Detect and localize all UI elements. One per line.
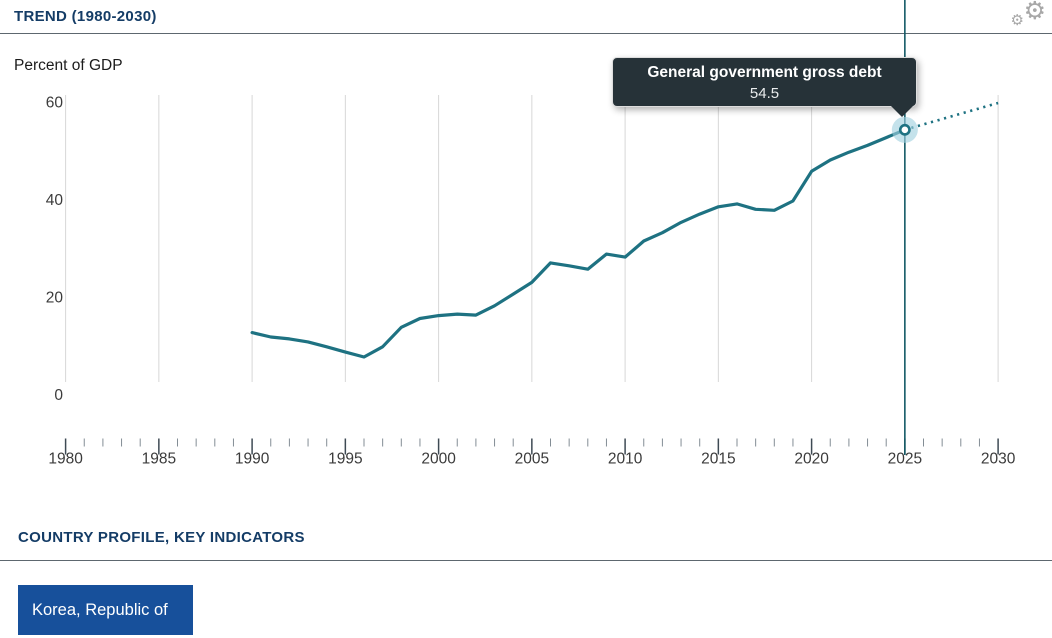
x-axis-label-1995: 1995 bbox=[328, 451, 362, 468]
country-profile-title: COUNTRY PROFILE, KEY INDICATORS bbox=[18, 529, 305, 546]
x-axis-label-2025: 2025 bbox=[888, 451, 922, 468]
country-button[interactable]: Korea, Republic of bbox=[18, 585, 193, 635]
settings-gear-icon[interactable]: ⚙ ⚙ bbox=[1006, 0, 1052, 36]
x-axis-label-2030: 2030 bbox=[981, 451, 1016, 468]
gear-icon-large: ⚙ bbox=[1023, 0, 1046, 25]
x-axis-label-2005: 2005 bbox=[515, 451, 549, 468]
header-divider bbox=[0, 33, 1052, 34]
x-axis-label-1980: 1980 bbox=[48, 451, 83, 468]
x-axis-label-2015: 2015 bbox=[701, 451, 735, 468]
data-point-marker[interactable] bbox=[898, 123, 911, 136]
x-axis-label-2020: 2020 bbox=[794, 451, 829, 468]
chart-unit-label: Percent of GDP bbox=[14, 57, 123, 74]
x-axis-label-2000: 2000 bbox=[421, 451, 456, 468]
y-axis-label-60: 60 bbox=[46, 95, 64, 112]
chart-tooltip: General government gross debt 54.5 bbox=[612, 57, 917, 117]
tooltip-pointer bbox=[890, 105, 914, 117]
x-axis-label-1985: 1985 bbox=[142, 451, 176, 468]
x-axis-label-2010: 2010 bbox=[608, 451, 643, 468]
trend-section-title: TREND (1980-2030) bbox=[14, 8, 157, 25]
y-axis-label-20: 20 bbox=[46, 290, 64, 307]
tooltip-indicator-name: General government gross debt bbox=[647, 64, 882, 81]
country-profile-divider bbox=[0, 560, 1052, 561]
projection-dotted-line bbox=[904, 101, 999, 132]
gear-icon-small: ⚙ bbox=[1010, 11, 1024, 29]
debt-trend-line bbox=[250, 128, 907, 359]
x-axis-label-1990: 1990 bbox=[235, 451, 270, 468]
tooltip-value: 54.5 bbox=[749, 85, 780, 102]
y-axis-label-0: 0 bbox=[54, 387, 63, 404]
y-axis-label-40: 40 bbox=[46, 192, 64, 209]
